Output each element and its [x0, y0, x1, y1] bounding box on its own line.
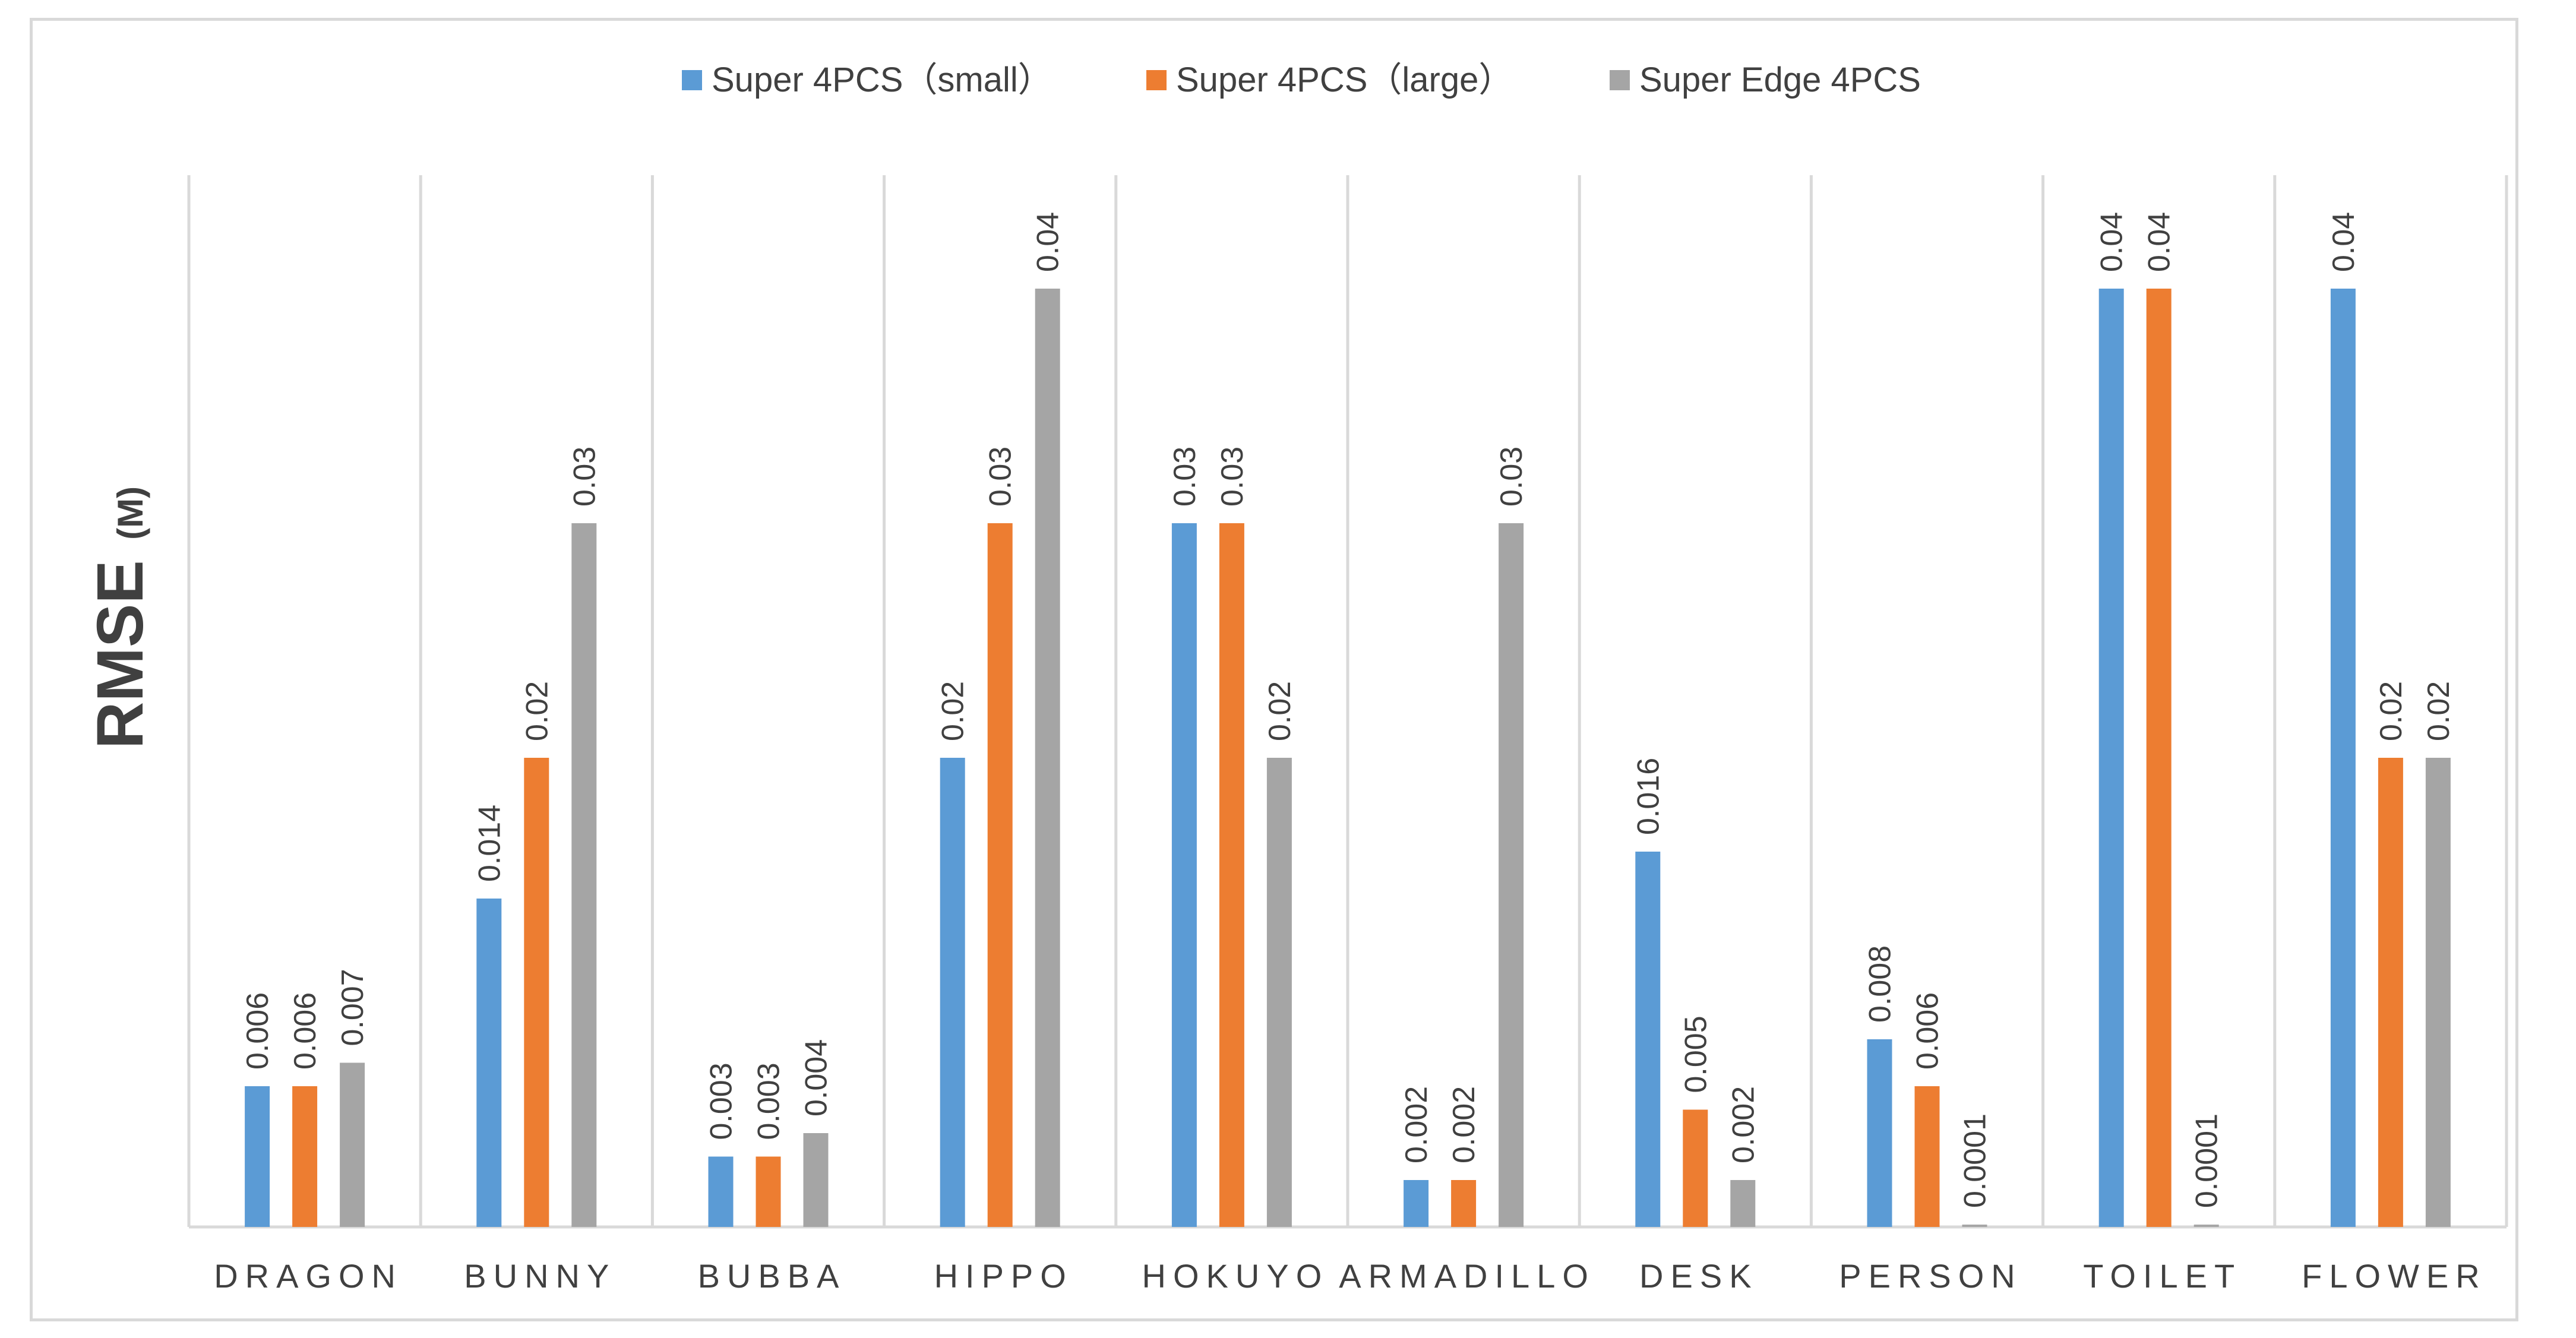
- value-label-bunny-series-1: 0.014: [472, 805, 507, 882]
- bar-bunny-series-3: [571, 523, 597, 1227]
- category-label-person: PERSON: [1839, 1257, 2022, 1295]
- value-label-armadillo-series-1: 0.002: [1399, 1086, 1434, 1163]
- bar-hokuyo-series-1: [1171, 523, 1197, 1227]
- bar-armadillo-series-3: [1499, 523, 1524, 1227]
- y-axis-unit: (M): [110, 486, 150, 540]
- value-label-bubba-series-2: 0.003: [752, 1062, 786, 1140]
- value-label-dragon-series-1: 0.006: [241, 992, 275, 1070]
- bars: [245, 289, 2451, 1227]
- y-axis-title: RMSE: [84, 560, 157, 749]
- legend: Super 4PCS（small） Super 4PCS（large） Super …: [682, 61, 1921, 99]
- bar-toilet-series-2: [2146, 289, 2172, 1227]
- value-label-person-series-1: 0.008: [1863, 945, 1898, 1023]
- category-label-hippo: HIPPO: [934, 1257, 1073, 1295]
- value-label-armadillo-series-3: 0.03: [1494, 447, 1529, 507]
- legend-label-series-2: Super 4PCS（large）: [1176, 61, 1513, 99]
- bar-flower-series-2: [2378, 758, 2403, 1227]
- bar-hokuyo-series-3: [1266, 758, 1292, 1227]
- value-label-dragon-series-2: 0.006: [288, 992, 323, 1070]
- bar-person-series-3: [1962, 1225, 1987, 1227]
- value-label-desk-series-2: 0.005: [1679, 1016, 1713, 1093]
- category-label-bubba: BUBBA: [698, 1257, 846, 1295]
- value-label-desk-series-3: 0.002: [1726, 1086, 1760, 1163]
- bar-dragon-series-3: [340, 1062, 365, 1227]
- bar-armadillo-series-2: [1451, 1180, 1477, 1227]
- bar-bubba-series-1: [708, 1156, 734, 1227]
- value-label-bunny-series-2: 0.02: [520, 681, 554, 741]
- legend-label-series-3: Super Edge 4PCS: [1639, 61, 1921, 99]
- bar-bubba-series-3: [803, 1133, 829, 1227]
- value-label-desk-series-1: 0.016: [1631, 758, 1665, 835]
- value-label-hippo-series-3: 0.04: [1031, 212, 1066, 272]
- legend-swatch-series-2: [1146, 70, 1167, 90]
- value-label-hippo-series-1: 0.02: [936, 681, 971, 741]
- bar-hippo-series-2: [987, 523, 1013, 1227]
- bar-person-series-2: [1914, 1086, 1940, 1227]
- bar-desk-series-1: [1635, 852, 1661, 1227]
- value-label-flower-series-1: 0.04: [2327, 212, 2361, 272]
- category-label-armadillo: ARMADILLO: [1339, 1257, 1595, 1295]
- legend-label-series-1: Super 4PCS（small）: [712, 61, 1052, 99]
- value-label-bubba-series-3: 0.004: [799, 1039, 834, 1116]
- category-label-dragon: DRAGON: [214, 1257, 403, 1295]
- value-label-hippo-series-2: 0.03: [984, 447, 1018, 507]
- value-label-person-series-2: 0.006: [1911, 992, 1945, 1070]
- bar-desk-series-2: [1683, 1109, 1708, 1227]
- bar-dragon-series-2: [292, 1086, 318, 1227]
- category-label-bunny: BUNNY: [464, 1257, 616, 1295]
- bar-armadillo-series-1: [1404, 1180, 1429, 1227]
- value-label-toilet-series-3: 0.0001: [2190, 1114, 2224, 1208]
- value-label-toilet-series-1: 0.04: [2095, 212, 2129, 272]
- value-label-bunny-series-3: 0.03: [567, 447, 602, 507]
- bar-hippo-series-3: [1035, 289, 1060, 1227]
- y-axis-label: RMSE (M): [84, 486, 157, 749]
- value-label-hokuyo-series-3: 0.02: [1263, 681, 1297, 741]
- category-label-toilet: TOILET: [2083, 1257, 2242, 1295]
- value-label-flower-series-3: 0.02: [2422, 681, 2456, 741]
- bar-desk-series-3: [1730, 1180, 1756, 1227]
- category-label-flower: FLOWER: [2302, 1257, 2487, 1295]
- bar-hippo-series-1: [940, 758, 965, 1227]
- legend-swatch-series-1: [682, 70, 702, 90]
- category-label-hokuyo: HOKUYO: [1142, 1257, 1329, 1295]
- value-labels: 0.006 0.006 0.007 0.014 0.02 0.03 0.003 0.003 0.…: [241, 212, 2456, 1208]
- bar-bunny-series-1: [476, 899, 502, 1227]
- gridlines: [187, 175, 2508, 1229]
- value-label-hokuyo-series-1: 0.03: [1168, 447, 1202, 507]
- category-labels: DRAGON BUNNY BUBBA HIPPO HOKUYO ARMADILLO DESK…: [214, 1257, 2487, 1295]
- value-label-bubba-series-1: 0.003: [704, 1062, 739, 1140]
- bar-bubba-series-2: [756, 1156, 781, 1227]
- value-label-flower-series-2: 0.02: [2374, 681, 2409, 741]
- bar-flower-series-1: [2330, 289, 2356, 1227]
- bar-hokuyo-series-2: [1219, 523, 1244, 1227]
- value-label-toilet-series-2: 0.04: [2142, 212, 2177, 272]
- legend-swatch-series-3: [1610, 70, 1630, 90]
- bar-person-series-1: [1867, 1039, 1892, 1227]
- value-label-dragon-series-3: 0.007: [336, 969, 370, 1046]
- value-label-hokuyo-series-2: 0.03: [1215, 447, 1250, 507]
- bar-bunny-series-2: [524, 758, 549, 1227]
- value-label-person-series-3: 0.0001: [1958, 1114, 1993, 1208]
- value-label-armadillo-series-2: 0.002: [1447, 1086, 1481, 1163]
- bar-flower-series-3: [2425, 758, 2451, 1227]
- bar-toilet-series-3: [2193, 1225, 2219, 1227]
- category-label-desk: DESK: [1639, 1257, 1759, 1295]
- bar-toilet-series-1: [2098, 289, 2124, 1227]
- bar-dragon-series-1: [245, 1086, 270, 1227]
